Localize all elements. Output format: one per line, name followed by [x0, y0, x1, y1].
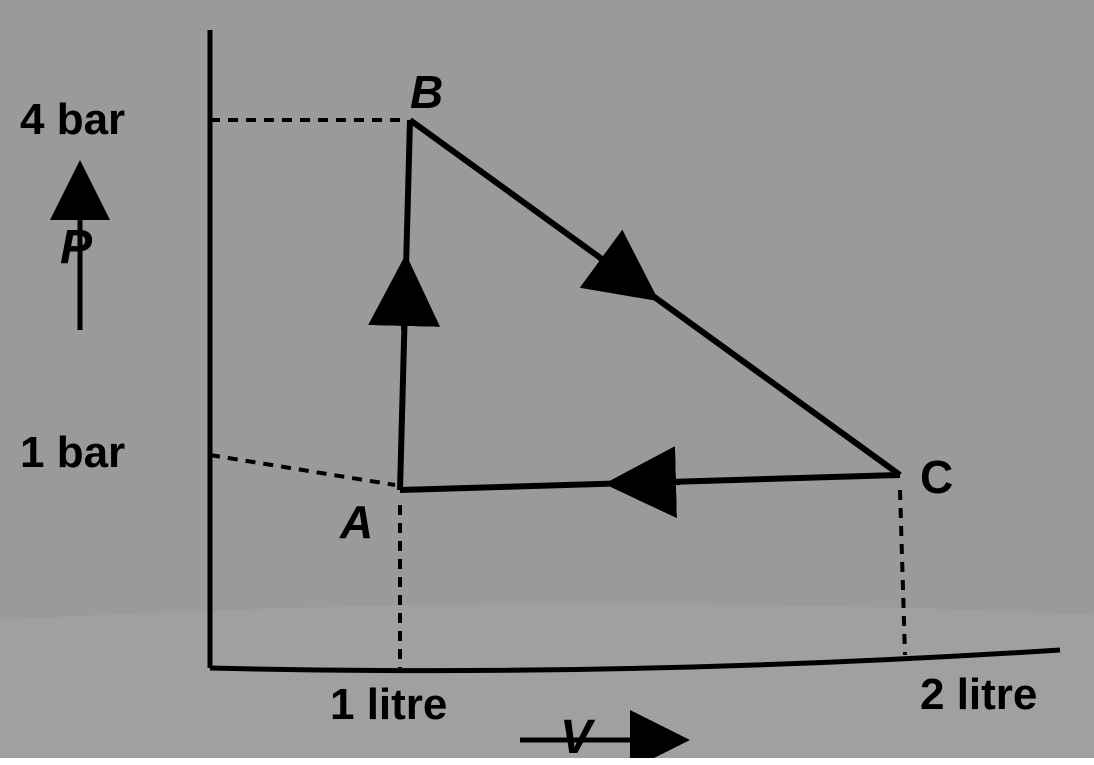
edge-AB-arrow: [404, 290, 405, 330]
edge-CA-arrow: [640, 482, 680, 483]
label-4bar: 4 bar: [20, 95, 125, 145]
label-P: P: [60, 220, 92, 275]
label-B: B: [410, 65, 443, 119]
label-A: A: [340, 495, 373, 549]
label-1litre: 1 litre: [330, 680, 447, 730]
pv-diagram: [0, 0, 1094, 758]
label-2litre: 2 litre: [920, 670, 1037, 720]
label-C: C: [920, 450, 953, 504]
label-V: V: [560, 710, 592, 765]
label-1bar: 1 bar: [20, 428, 125, 478]
